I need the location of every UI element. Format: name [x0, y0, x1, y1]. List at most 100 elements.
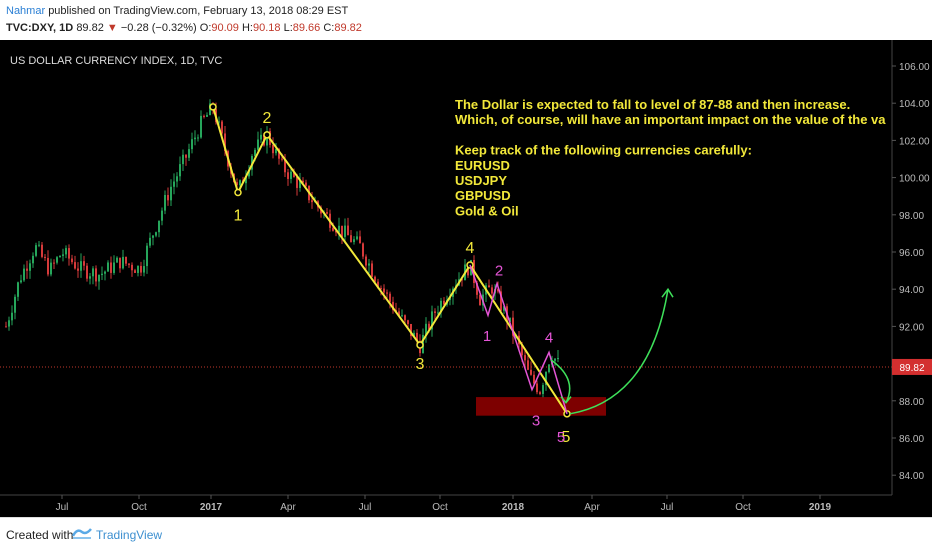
wave-point: [263, 131, 271, 139]
candle-body: [158, 220, 160, 233]
candle-body: [44, 256, 46, 258]
secondary-wave-label: 2: [495, 263, 503, 280]
chart-header: Nahmar published on TradingView.com, Feb…: [0, 0, 932, 40]
candle-body: [173, 181, 175, 187]
candle-body: [404, 315, 406, 321]
y-tick-label: 96.00: [899, 248, 924, 259]
candle-body: [554, 358, 556, 361]
candle-body: [47, 257, 49, 275]
candle-body: [29, 263, 31, 271]
candle-body: [311, 200, 313, 203]
candle-body: [524, 355, 526, 361]
up-projection-arrowhead: [661, 287, 674, 298]
candle-body: [368, 263, 370, 266]
price-chart[interactable]: 1 2 3 4 5 1 2 3 4 5 The Dollar is expected to fall…: [0, 40, 932, 517]
candle-body: [176, 176, 178, 182]
x-tick-label: Jul: [359, 502, 372, 513]
tradingview-brand-link[interactable]: TradingView: [96, 528, 163, 542]
low-label: L:: [283, 22, 293, 34]
down-projection-arrow: [550, 359, 571, 404]
candle-body: [488, 285, 490, 288]
candle-body: [461, 279, 463, 281]
candle-body: [533, 374, 535, 384]
candle-body: [434, 311, 436, 313]
annotation-line: GBPUSD: [455, 188, 511, 203]
candle-body: [509, 317, 511, 322]
candle-body: [260, 134, 262, 140]
candle-body: [83, 261, 85, 266]
y-tick-label: 86.00: [899, 434, 924, 445]
candle-body: [38, 244, 40, 246]
wave-point: [416, 341, 424, 349]
candle-body: [164, 194, 166, 211]
candle-body: [116, 257, 118, 263]
candle-body: [65, 248, 67, 255]
candle-body: [359, 236, 361, 244]
candle-body: [497, 288, 499, 292]
candle-body: [185, 154, 187, 158]
candle-body: [170, 186, 172, 201]
candle-body: [284, 158, 286, 173]
candle-body: [476, 282, 478, 295]
candle-body: [293, 171, 295, 177]
candle-body: [155, 232, 157, 236]
candle-body: [365, 256, 367, 266]
candle-body: [416, 332, 418, 341]
candle-body: [248, 169, 250, 177]
candle-body: [71, 258, 73, 263]
candle-body: [206, 115, 208, 117]
candle-body: [272, 144, 274, 154]
candle-body: [101, 273, 103, 276]
primary-wave-path: [212, 106, 568, 415]
last-price-tag-label: 89.82: [899, 363, 924, 374]
created-with-text: Created with: [6, 528, 74, 542]
chart-area[interactable]: 1 2 3 4 5 1 2 3 4 5 The Dollar is expected to fall…: [0, 40, 932, 517]
candle-body: [92, 268, 94, 277]
candle-body: [443, 300, 445, 305]
tradingview-logo-icon[interactable]: [71, 526, 92, 545]
candle-body: [410, 323, 412, 337]
annotation-line: EURUSD: [455, 158, 510, 173]
ohlc-bar: TVC:DXY, 1D 89.82 ▼ −0.28 (−0.32%) O:90.…: [6, 22, 362, 34]
chart-title: US DOLLAR CURRENCY INDEX, 1D, TVC: [10, 55, 222, 67]
primary-wave-label: 2: [263, 110, 272, 127]
candle-body: [140, 265, 142, 273]
down-arrow-icon: ▼: [106, 22, 118, 34]
candle-body: [32, 255, 34, 264]
candle-body: [344, 225, 346, 237]
x-tick-label: Apr: [584, 502, 600, 513]
overlay-layer: 1 2 3 4 5 1 2 3 4 5 The Dollar is expected to fall…: [0, 97, 892, 446]
candle-body: [236, 182, 238, 186]
candle-body: [20, 280, 22, 283]
candle-body: [107, 262, 109, 272]
candle-body: [425, 323, 427, 335]
candle-body: [347, 225, 349, 236]
candle-body: [350, 235, 352, 243]
candle-body: [428, 323, 430, 330]
candle-body: [299, 180, 301, 188]
candle-body: [356, 236, 358, 240]
author-link[interactable]: Nahmar: [6, 5, 46, 17]
y-tick-label: 102.00: [899, 136, 930, 147]
candle-body: [80, 261, 82, 271]
annotation-line: Gold & Oil: [455, 203, 519, 218]
candle-body: [8, 320, 10, 327]
candle-body: [209, 103, 211, 116]
candle-body: [191, 139, 193, 150]
candle-body: [521, 344, 523, 356]
x-tick-label: 2019: [809, 502, 832, 513]
candle-body: [389, 293, 391, 302]
candle-body: [275, 148, 277, 154]
candle-body: [224, 133, 226, 152]
candle-body: [536, 383, 538, 393]
x-tick-label: Oct: [131, 502, 147, 513]
candle-body: [290, 171, 292, 179]
candle-body: [56, 257, 58, 263]
candle-body: [377, 281, 379, 289]
candle-body: [431, 311, 433, 330]
candle-body: [149, 237, 151, 246]
last-price-tag: [892, 358, 932, 375]
wave-point: [209, 103, 217, 111]
candle-body: [134, 270, 136, 273]
candle-body: [35, 245, 37, 256]
